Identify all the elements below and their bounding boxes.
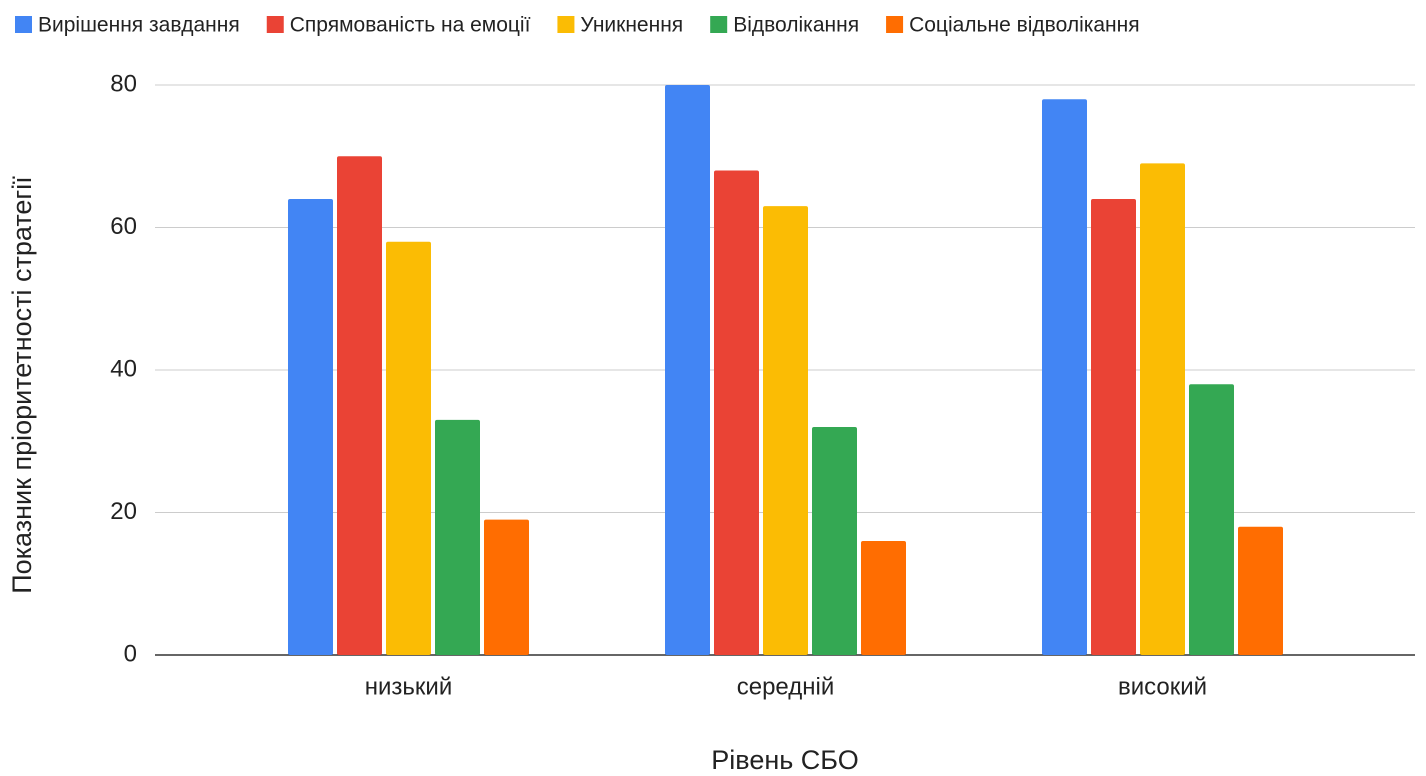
bar	[386, 241, 431, 655]
x-axis-title: Рівень СБО	[711, 745, 858, 775]
bar	[435, 419, 480, 655]
bar	[812, 427, 857, 655]
bar	[1140, 163, 1185, 655]
y-tick-label: 60	[110, 213, 137, 240]
legend-swatch	[266, 16, 284, 33]
bar	[861, 541, 906, 655]
bar	[484, 519, 529, 655]
x-tick-label: низький	[365, 673, 452, 700]
legend-swatch	[886, 16, 904, 33]
bar	[1189, 384, 1234, 655]
bar	[714, 170, 759, 655]
bar	[288, 199, 333, 655]
y-tick-label: 20	[110, 498, 137, 525]
legend-label: Спрямованість на емоції	[290, 14, 531, 37]
legend-label: Уникнення	[580, 14, 683, 37]
y-axis-title: Показник пріоритетності стратегії	[7, 176, 37, 594]
legend-label: Вирішення завдання	[38, 14, 240, 37]
legend-label: Соціальне відволікання	[909, 14, 1140, 37]
bar	[1091, 199, 1136, 655]
y-tick-label: 0	[124, 640, 137, 667]
bar	[665, 85, 710, 655]
bar	[1238, 526, 1283, 655]
legend-label: Відволікання	[733, 14, 859, 37]
legend-swatch	[15, 16, 32, 33]
bar	[763, 206, 808, 655]
legend-swatch	[710, 16, 728, 33]
x-tick-label: середній	[737, 673, 835, 700]
y-tick-label: 80	[110, 70, 137, 97]
bar	[337, 156, 382, 655]
bar	[1042, 99, 1087, 655]
x-tick-label: високий	[1118, 673, 1207, 700]
legend-swatch	[557, 16, 575, 33]
y-tick-label: 40	[110, 355, 137, 382]
